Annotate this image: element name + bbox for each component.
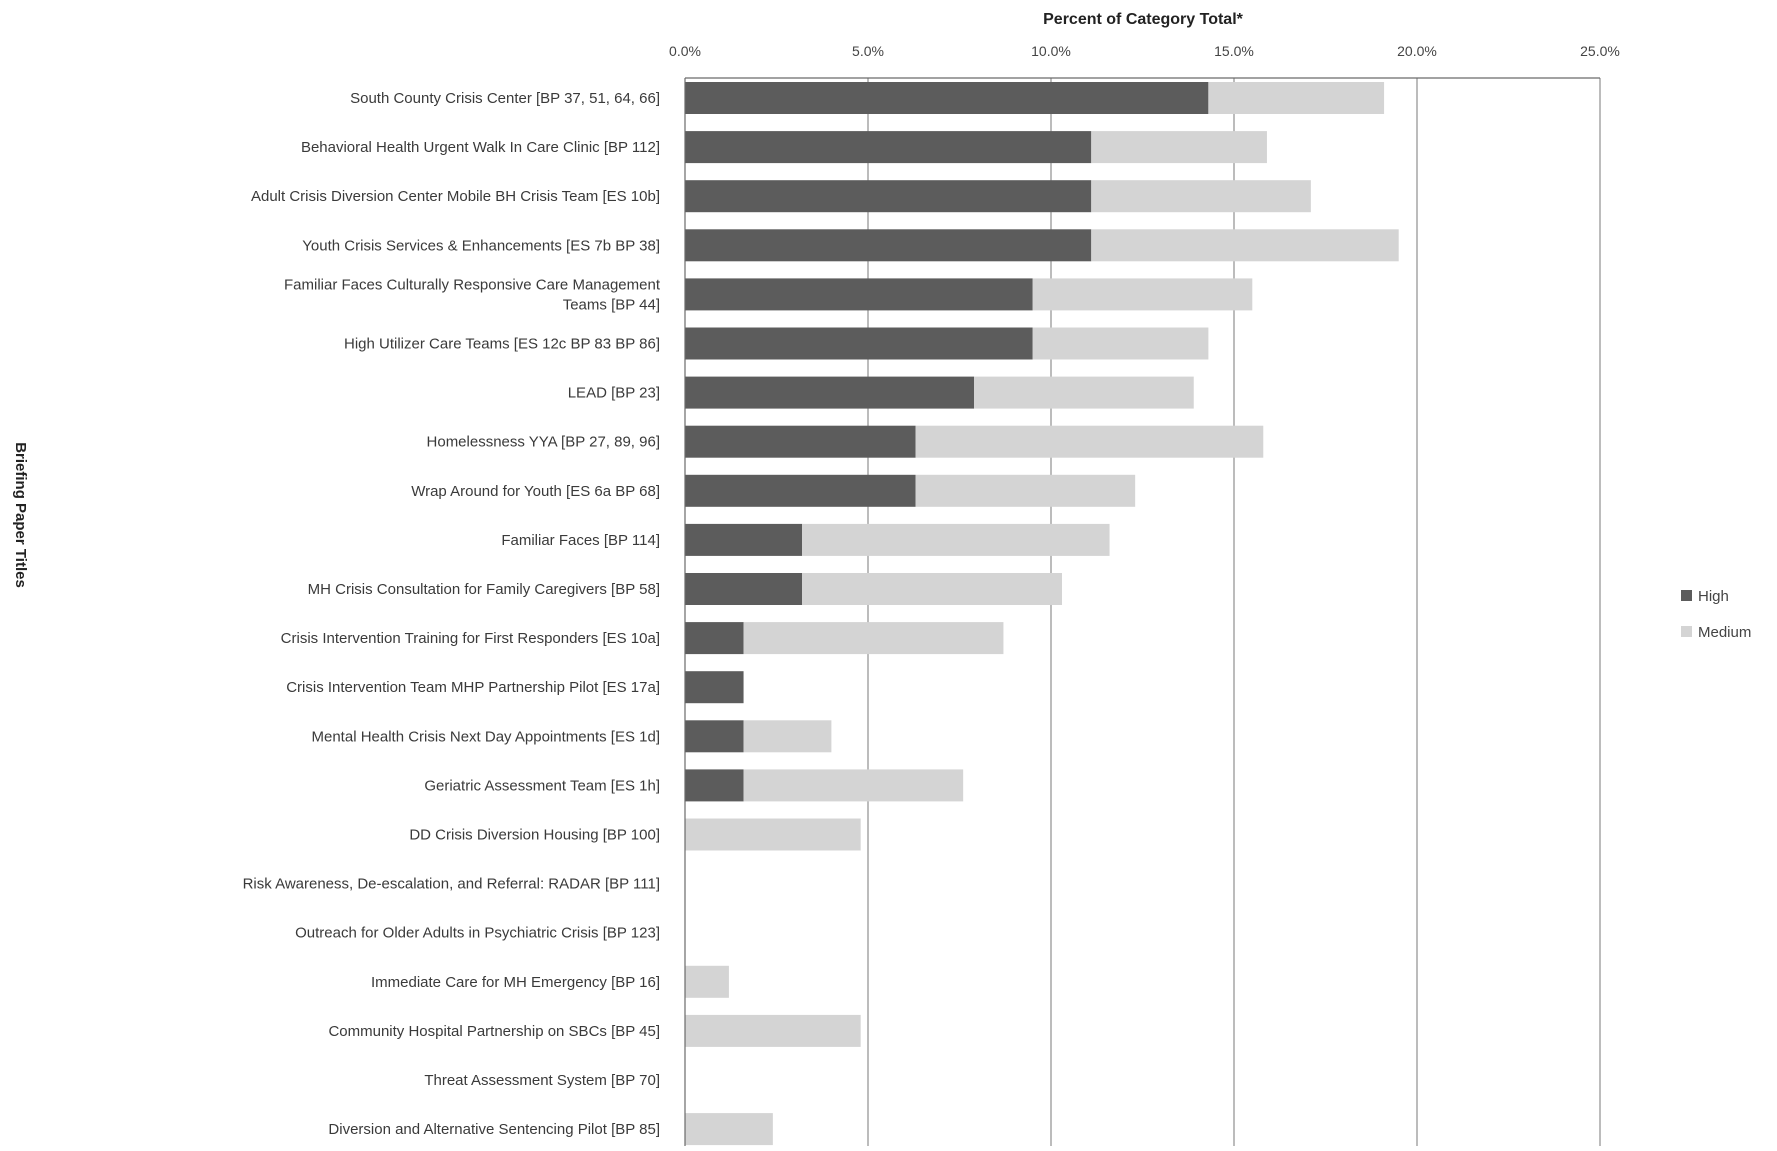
x-tick-label: 0.0%	[669, 43, 701, 59]
category-labels: South County Crisis Center [BP 37, 51, 6…	[243, 90, 661, 1138]
x-tick-label: 25.0%	[1580, 43, 1620, 59]
bar-medium	[915, 474, 1136, 507]
category-label-line: Teams [BP 44]	[563, 296, 660, 313]
bar-high	[685, 131, 1092, 164]
bar-medium	[1208, 82, 1385, 114]
bars	[685, 82, 1399, 1146]
category-label: Wrap Around for Youth [ES 6a BP 68]	[411, 483, 660, 500]
legend-label-high: High	[1698, 588, 1729, 605]
bar-high	[685, 180, 1092, 213]
category-label: Crisis Intervention Training for First R…	[281, 630, 660, 647]
category-label: Outreach for Older Adults in Psychiatric…	[295, 925, 660, 942]
legend-swatch-medium	[1681, 626, 1692, 637]
category-label: Community Hospital Partnership on SBCs […	[328, 1023, 660, 1040]
legend-label-medium: Medium	[1698, 624, 1751, 641]
category-label: Youth Crisis Services & Enhancements [ES…	[302, 237, 660, 254]
category-label: Diversion and Alternative Sentencing Pil…	[328, 1121, 660, 1138]
category-label: Threat Assessment System [BP 70]	[424, 1072, 660, 1089]
category-label: Homelessness YYA [BP 27, 89, 96]	[427, 434, 660, 451]
y-axis-title: Briefing Paper Titles	[12, 442, 29, 588]
category-label: Immediate Care for MH Emergency [BP 16]	[371, 974, 660, 991]
x-axis-title: Percent of Category Total*	[1043, 11, 1244, 28]
category-label: MH Crisis Consultation for Family Caregi…	[308, 581, 660, 598]
bar-medium	[685, 818, 861, 851]
bar-medium	[802, 573, 1062, 605]
bar-high	[685, 769, 744, 802]
bar-high	[685, 327, 1033, 360]
category-label-line: Familiar Faces Culturally Responsive Car…	[284, 276, 661, 293]
legend: High Medium	[1681, 588, 1751, 641]
bar-high	[685, 278, 1033, 311]
bar-medium	[1091, 180, 1311, 213]
bar-high	[685, 229, 1092, 262]
bar-medium	[915, 425, 1264, 458]
category-label: South County Crisis Center [BP 37, 51, 6…	[350, 90, 660, 107]
bar-medium	[743, 622, 1004, 655]
bar-medium	[685, 1113, 773, 1146]
legend-swatch-high	[1681, 590, 1692, 601]
bar-high	[685, 671, 744, 704]
bar-medium	[1032, 327, 1209, 360]
bar-high	[685, 573, 803, 605]
x-tick-label: 10.0%	[1031, 43, 1071, 59]
bar-high	[685, 425, 916, 458]
bar-medium	[1032, 278, 1253, 311]
category-label: Familiar Faces Culturally Responsive Car…	[284, 276, 661, 313]
bar-high	[685, 376, 975, 409]
bar-high	[685, 720, 744, 753]
bar-medium	[743, 720, 832, 753]
x-tick-label: 20.0%	[1397, 43, 1437, 59]
category-label: Crisis Intervention Team MHP Partnership…	[286, 679, 660, 696]
bar-medium	[1091, 131, 1267, 164]
bar-medium	[1091, 229, 1399, 262]
category-label: Adult Crisis Diversion Center Mobile BH …	[251, 188, 660, 205]
bar-high	[685, 82, 1209, 114]
bar-high	[685, 474, 916, 507]
bar-medium	[685, 1014, 861, 1047]
axes: 0.0% 5.0% 10.0% 15.0% 20.0% 25.0%	[669, 43, 1620, 1151]
category-label: Geriatric Assessment Team [ES 1h]	[424, 777, 660, 794]
category-label: High Utilizer Care Teams [ES 12c BP 83 B…	[344, 336, 660, 353]
bar-medium	[743, 769, 964, 802]
bar-high	[685, 523, 803, 556]
x-tick-label: 5.0%	[852, 43, 884, 59]
bar-medium	[685, 965, 729, 998]
category-label: Familiar Faces [BP 114]	[501, 532, 660, 549]
category-label: LEAD [BP 23]	[568, 385, 660, 402]
bar-medium	[974, 376, 1194, 409]
category-label: DD Crisis Diversion Housing [BP 100]	[409, 827, 660, 844]
bar-medium	[802, 523, 1110, 556]
x-tick-label: 15.0%	[1214, 43, 1254, 59]
category-label: Behavioral Health Urgent Walk In Care Cl…	[301, 139, 660, 156]
category-label: Risk Awareness, De-escalation, and Refer…	[243, 876, 660, 893]
bar-high	[685, 622, 744, 655]
category-label: Mental Health Crisis Next Day Appointmen…	[312, 728, 661, 745]
